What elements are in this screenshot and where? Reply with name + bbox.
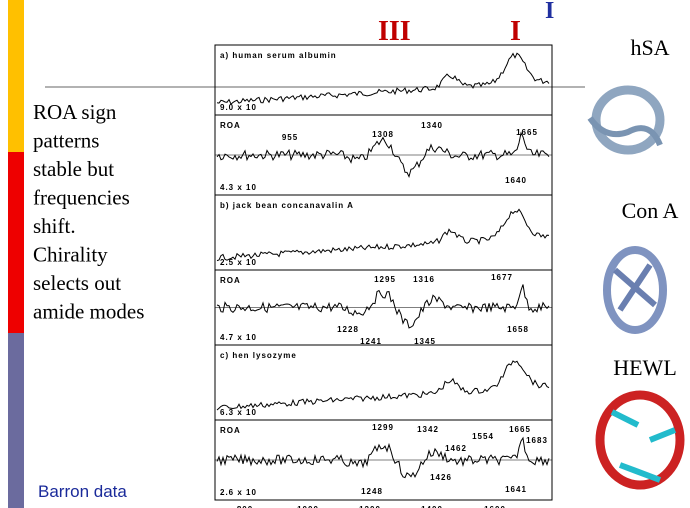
roman-numeral: I — [510, 16, 521, 47]
peak-label: 1295 — [374, 275, 396, 284]
figure: a) human serum albumin 9.0 x 10 ROA 4.3 x 1… — [214, 44, 553, 508]
roa-title: ROA — [220, 426, 241, 435]
peak-label: 1299 — [372, 423, 394, 432]
peak-label: 1658 — [507, 325, 529, 334]
spectrum — [216, 52, 550, 106]
scale-label: 2.6 x 10 — [220, 488, 257, 497]
peak-label: 1665 — [509, 425, 531, 434]
protein-art — [603, 246, 667, 334]
axis-label: 1400 — [421, 505, 443, 508]
axis-label: 800 — [237, 505, 253, 508]
peak-label: 1228 — [337, 325, 359, 334]
peak-label: 1316 — [413, 275, 435, 284]
protein-art — [587, 116, 663, 147]
roman-numeral: III — [378, 16, 411, 47]
spectrum — [216, 284, 550, 329]
spectrum — [216, 208, 550, 262]
spectrum — [216, 436, 550, 479]
peak-label: 1342 — [417, 425, 439, 434]
axis-label: 1000 — [297, 505, 319, 508]
bar-yellow — [8, 0, 24, 152]
peak-label: 1345 — [414, 337, 436, 346]
roa-title: ROA — [220, 276, 241, 285]
panel-title: b) jack bean concanavalin A — [220, 201, 354, 210]
spectrum — [216, 131, 550, 179]
bullet-text: Chirality — [33, 243, 108, 267]
peak-label: 1248 — [361, 487, 383, 496]
panel-title: a) human serum albumin — [220, 51, 337, 60]
bullet-text: amide modes — [33, 300, 144, 324]
scale-label: 2.5 x 10 — [220, 258, 257, 267]
scale-label: 4.3 x 10 — [220, 183, 257, 192]
spectrum — [216, 360, 550, 411]
protein-name: Con A — [622, 198, 679, 223]
axis-label: 1600 — [484, 505, 506, 508]
bullet-text: ROA sign — [33, 100, 117, 124]
peak-label: 1683 — [526, 436, 548, 445]
scale-label: 9.0 x 10 — [220, 103, 257, 112]
peak-label: 1426 — [430, 473, 452, 482]
peak-label: 1640 — [505, 176, 527, 185]
peak-label: 1665 — [516, 128, 538, 137]
protein-art — [610, 409, 677, 483]
protein-name: hSA — [630, 35, 669, 60]
axis-label: 1200 — [359, 505, 381, 508]
peak-label: 1641 — [505, 485, 527, 494]
peak-label: 1677 — [491, 273, 513, 282]
peak-label: 1462 — [445, 444, 467, 453]
roman-numeral: I — [545, 0, 554, 24]
peak-label: 955 — [282, 133, 298, 142]
bullet-text: selects out — [33, 271, 121, 295]
protein-art — [613, 263, 657, 312]
scale-label: 6.3 x 10 — [220, 408, 257, 417]
scale-label: 4.7 x 10 — [220, 333, 257, 342]
panel-title: c) hen lysozyme — [220, 351, 297, 360]
bar-purple — [8, 333, 24, 508]
peak-label: 1554 — [472, 432, 494, 441]
peak-label: 1340 — [421, 121, 443, 130]
protein-name: HEWL — [613, 355, 677, 380]
peak-label: 1241 — [360, 337, 382, 346]
bullet-text: frequencies — [33, 186, 130, 210]
bar-red — [8, 152, 24, 333]
credit: Barron data — [38, 482, 127, 501]
protein-art — [591, 85, 665, 155]
protein-art — [595, 390, 685, 490]
bullet-text: stable but — [33, 157, 114, 181]
roa-title: ROA — [220, 121, 241, 130]
bullet-text: patterns — [33, 129, 99, 153]
peak-label: 1308 — [372, 130, 394, 139]
bullet-text: shift. — [33, 214, 76, 238]
